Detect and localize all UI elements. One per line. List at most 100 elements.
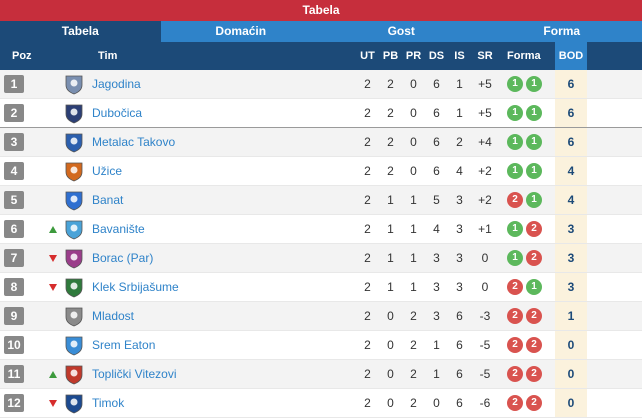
team-name-cell: Srem Eaton [88,338,356,352]
form-badge: 1 [507,134,523,150]
team-logo-icon [63,131,85,153]
team-link[interactable]: Bavanište [92,222,145,236]
team-link[interactable]: Toplički Vitezovi [92,367,176,381]
team-logo-icon [63,73,85,95]
ut-cell: 2 [356,367,379,381]
team-logo-cell [60,392,88,414]
is-cell: 6 [448,338,471,352]
trend-down-icon [49,284,57,291]
col-header-forma[interactable]: Forma [499,50,555,62]
ds-cell: 6 [425,164,448,178]
team-logo-icon [63,305,85,327]
team-name-cell: Jagodina [88,77,356,91]
team-name-cell: Metalac Takovo [88,135,356,149]
is-cell: 4 [448,164,471,178]
col-header-ut[interactable]: UT [356,50,379,62]
sr-cell: 0 [471,251,499,265]
position-cell: 11 [0,365,46,383]
col-header-is[interactable]: IS [448,50,471,62]
team-link[interactable]: Užice [92,164,122,178]
col-header-pr[interactable]: PR [402,50,425,62]
tab-bar: Tabela Domaćin Gost Forma [0,21,642,42]
tab-tabela[interactable]: Tabela [0,21,161,42]
pb-cell: 1 [379,280,402,294]
is-cell: 3 [448,193,471,207]
team-link[interactable]: Srem Eaton [92,338,155,352]
tab-gost[interactable]: Gost [321,21,482,42]
ut-cell: 2 [356,338,379,352]
team-logo-cell [60,102,88,124]
team-name-cell: Timok [88,396,356,410]
position-badge: 7 [4,249,24,267]
team-logo-cell [60,334,88,356]
form-badge: 1 [526,76,542,92]
team-link[interactable]: Banat [92,193,123,207]
tab-forma[interactable]: Forma [482,21,642,42]
team-name-cell: Klek Srbijašume [88,280,356,294]
pr-cell: 1 [402,222,425,236]
pb-cell: 1 [379,193,402,207]
position-cell: 1 [0,75,46,93]
team-link[interactable]: Mladost [92,309,134,323]
position-badge: 3 [4,133,24,151]
form-badge: 2 [526,308,542,324]
position-cell: 2 [0,104,46,122]
sr-cell: +2 [471,193,499,207]
pr-cell: 0 [402,164,425,178]
team-link[interactable]: Metalac Takovo [92,135,175,149]
team-name-cell: Dubočica [88,106,356,120]
col-header-tim[interactable]: Tim [88,50,356,62]
team-logo-cell [60,363,88,385]
pr-cell: 0 [402,77,425,91]
pb-cell: 0 [379,309,402,323]
team-logo-icon [63,334,85,356]
trend-cell [46,255,60,262]
col-header-sr[interactable]: SR [471,50,499,62]
team-link[interactable]: Timok [92,396,124,410]
pb-cell: 2 [379,164,402,178]
is-cell: 6 [448,367,471,381]
pr-cell: 2 [402,309,425,323]
position-cell: 8 [0,278,46,296]
sr-cell: -3 [471,309,499,323]
team-logo-icon [63,160,85,182]
form-badge: 2 [507,279,523,295]
form-badge: 2 [507,395,523,411]
position-badge: 2 [4,104,24,122]
ds-cell: 3 [425,280,448,294]
points-cell: 1 [555,302,587,330]
col-header-bod[interactable]: BOD [555,42,587,70]
team-logo-cell [60,218,88,240]
team-logo-icon [63,218,85,240]
form-badge: 1 [507,250,523,266]
team-link[interactable]: Jagodina [92,77,141,91]
col-header-ds[interactable]: DS [425,50,448,62]
pr-cell: 2 [402,367,425,381]
points-cell: 4 [555,186,587,214]
col-header-poz[interactable]: Poz [0,50,46,62]
team-link[interactable]: Borac (Par) [92,251,153,265]
tab-domacin[interactable]: Domaćin [161,21,322,42]
pr-cell: 0 [402,106,425,120]
team-link[interactable]: Klek Srbijašume [92,280,179,294]
form-badge: 1 [507,105,523,121]
col-header-pb[interactable]: PB [379,50,402,62]
team-link[interactable]: Dubočica [92,106,142,120]
